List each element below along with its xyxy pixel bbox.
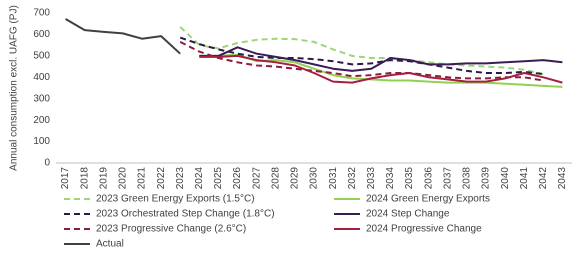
x-tick-label: 2036	[423, 167, 434, 190]
x-tick-label: 2035	[404, 167, 415, 190]
y-tick-label: 300	[33, 93, 50, 104]
legend-label: 2024 Green Energy Exports	[366, 194, 490, 205]
x-tick-label: 2030	[309, 167, 320, 190]
x-tick-label: 2031	[328, 167, 339, 190]
x-tick-label: 2033	[366, 167, 377, 190]
y-axis-label: Annual consumption excl. UAFG (PJ)	[9, 5, 20, 171]
x-tick-label: 2029	[290, 167, 301, 190]
y-tick-label: 500	[33, 50, 50, 61]
x-tick-label: 2020	[118, 167, 129, 190]
x-tick-label: 2025	[213, 167, 224, 190]
x-tick-label: 2023	[175, 167, 186, 190]
x-tick-label: 2040	[500, 167, 511, 190]
x-tick-label: 2021	[137, 167, 148, 190]
x-tick-label: 2026	[232, 167, 243, 190]
x-tick-label: 2024	[194, 167, 205, 190]
legend-label: 2023 Green Energy Exports (1.5°C)	[96, 194, 255, 205]
series-line	[179, 36, 544, 76]
legend-label: 2024 Progressive Change	[366, 224, 482, 235]
x-tick-label: 2041	[519, 167, 530, 190]
x-tick-label: 2034	[385, 167, 396, 190]
x-tick-label: 2039	[481, 167, 492, 190]
x-tick-label: 2032	[347, 167, 358, 190]
x-tick-label: 2037	[442, 167, 453, 190]
x-tick-label: 2019	[98, 167, 109, 190]
y-tick-label: 100	[33, 136, 50, 147]
series-line	[199, 46, 563, 72]
y-tick-label: 200	[33, 115, 50, 126]
series-line	[65, 18, 181, 55]
y-tick-label: 400	[33, 72, 50, 83]
x-tick-label: 2022	[156, 167, 167, 190]
legend-label: 2023 Orchestrated Step Change (1.8°C)	[96, 209, 275, 220]
x-tick-label: 2018	[79, 167, 90, 190]
legend-label: 2024 Step Change	[366, 209, 450, 220]
x-tick-label: 2028	[270, 167, 281, 190]
legend-label: Actual	[96, 239, 124, 250]
y-tick-label: 700	[33, 8, 50, 19]
legend-label: 2023 Progressive Change (2.6°C)	[96, 224, 246, 235]
x-tick-label: 2042	[538, 167, 549, 190]
series-line	[179, 41, 544, 82]
x-tick-label: 2038	[462, 167, 473, 190]
y-tick-label: 600	[33, 29, 50, 40]
series-line	[199, 54, 563, 84]
x-tick-label: 2043	[557, 167, 568, 190]
y-tick-label: 0	[44, 158, 50, 169]
x-tick-label: 2027	[251, 167, 262, 190]
x-tick-label: 2017	[60, 167, 71, 190]
series-line	[179, 26, 544, 76]
